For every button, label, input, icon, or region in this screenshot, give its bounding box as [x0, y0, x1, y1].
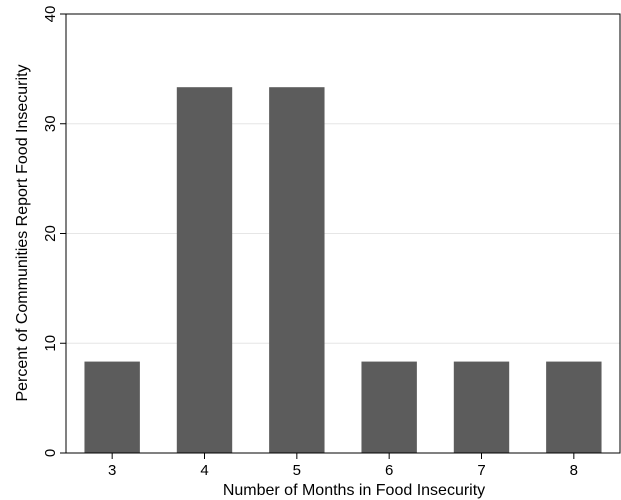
- y-tick-label: 0: [42, 449, 59, 457]
- bar: [546, 361, 602, 453]
- bars-layer: [84, 87, 602, 453]
- x-tick-label: 7: [477, 462, 485, 479]
- x-axis-title: Number of Months in Food Insecurity: [223, 482, 485, 499]
- x-tick-label: 8: [570, 462, 578, 479]
- bar: [453, 361, 510, 453]
- x-tick-label: 6: [385, 462, 393, 479]
- bar: [269, 87, 325, 453]
- grid-layer: [66, 123, 620, 344]
- bar: [84, 361, 140, 453]
- y-tick-label: 10: [42, 335, 59, 352]
- x-tick-label: 3: [108, 462, 116, 479]
- y-axis-title: Percent of Communities Report Food Insec…: [14, 64, 31, 401]
- x-tick-label: 5: [293, 462, 301, 479]
- bar: [176, 87, 233, 453]
- bar: [361, 361, 417, 453]
- y-tick-label: 40: [42, 6, 59, 23]
- x-axis: 3 4 5 6 7 8: [66, 452, 620, 479]
- y-tick-label: 30: [42, 115, 59, 132]
- x-tick-label: 4: [200, 462, 208, 479]
- y-tick-label: 20: [42, 225, 59, 242]
- y-axis: 0 10 20 30 40: [42, 6, 67, 457]
